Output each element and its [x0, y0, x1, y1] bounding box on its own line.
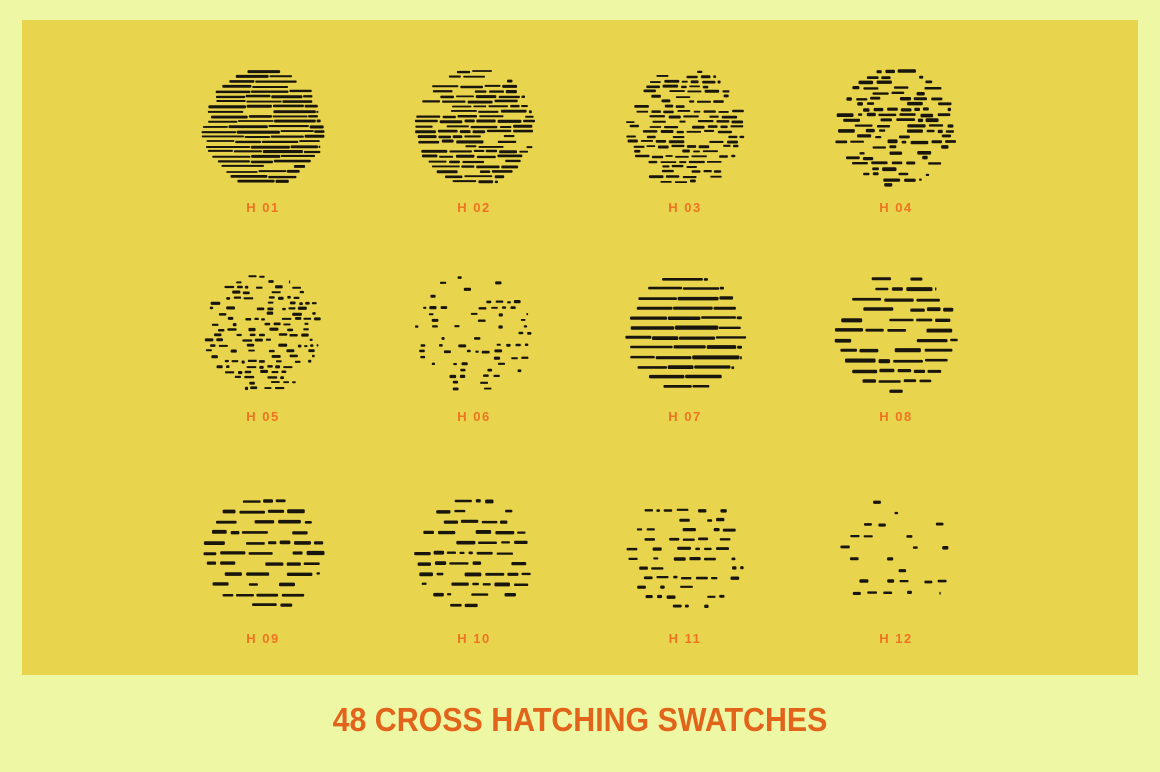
- swatch-label-h09: H 09: [246, 631, 280, 646]
- swatch-label-h05: H 05: [246, 409, 280, 424]
- swatch-circle: [204, 275, 321, 391]
- swatch-label-h06: H 06: [457, 409, 491, 424]
- swatch-label-h01: H 01: [246, 200, 280, 215]
- swatch-label-h04: H 04: [879, 200, 913, 215]
- swatch-circle: [414, 499, 531, 608]
- swatch-circle: [834, 277, 958, 393]
- swatch-circle: [414, 70, 535, 184]
- swatch-circle: [626, 508, 744, 608]
- swatch-label-h11: H 11: [668, 631, 702, 646]
- swatch-label-h10: H 10: [457, 631, 491, 646]
- swatch-circle: [203, 499, 325, 607]
- swatch-label-h12: H 12: [879, 631, 913, 646]
- swatch-label-h08: H 08: [879, 409, 913, 424]
- poster-title: 48 CROSS HATCHING SWATCHES: [332, 701, 828, 738]
- swatch-circle: [625, 278, 747, 388]
- swatch-circle: [840, 500, 949, 595]
- poster-panel: H 01 H 02 H 03 H 04 H 05 H 06 H 07 H 08 H 09 H 10…: [22, 20, 1138, 675]
- swatch-label-h03: H 03: [668, 200, 702, 215]
- swatch-circle: [201, 70, 325, 183]
- swatch-circle: [626, 70, 745, 183]
- swatch-label-h07: H 07: [668, 409, 702, 424]
- swatch-label-h02: H 02: [457, 200, 491, 215]
- swatch-circle: [835, 69, 956, 187]
- swatch-circle: [415, 276, 532, 391]
